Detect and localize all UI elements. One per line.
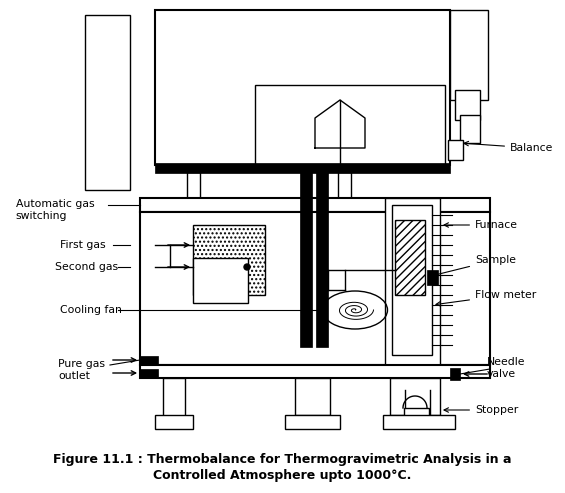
Text: Cooling fan: Cooling fan <box>60 305 122 315</box>
Bar <box>316 172 328 347</box>
Bar <box>285 415 340 429</box>
Text: Furnace: Furnace <box>444 220 518 230</box>
Bar <box>427 270 438 285</box>
Bar <box>450 10 488 100</box>
Text: Figure 11.1 : Thermobalance for Thermogravimetric Analysis in a: Figure 11.1 : Thermobalance for Thermogr… <box>53 454 512 466</box>
Bar <box>140 198 490 212</box>
Bar <box>140 365 490 378</box>
Text: Automatic gas
switching: Automatic gas switching <box>16 199 94 221</box>
Bar <box>155 415 193 429</box>
Bar <box>300 172 312 347</box>
Bar <box>385 198 440 365</box>
Bar <box>448 140 463 160</box>
Bar <box>163 378 185 418</box>
Bar <box>392 205 432 355</box>
Text: Controlled Atmosphere upto 1000°C.: Controlled Atmosphere upto 1000°C. <box>153 469 412 483</box>
Bar <box>187 172 200 200</box>
Bar <box>383 415 455 429</box>
Text: Balance: Balance <box>464 141 553 153</box>
Text: Second gas: Second gas <box>55 262 118 272</box>
Circle shape <box>244 264 250 270</box>
Bar <box>338 172 351 200</box>
Bar <box>450 368 460 380</box>
Bar <box>395 220 425 295</box>
Text: First gas: First gas <box>60 240 106 250</box>
Text: Stopper: Stopper <box>444 405 518 415</box>
Bar <box>140 212 490 365</box>
Bar <box>140 369 158 378</box>
Bar <box>390 378 440 415</box>
Bar <box>193 258 248 303</box>
Text: Needle
valve: Needle valve <box>487 357 525 379</box>
Bar <box>85 15 130 190</box>
Bar <box>155 163 450 173</box>
Bar <box>455 90 480 120</box>
Bar <box>193 225 265 295</box>
Bar <box>155 10 450 165</box>
Bar <box>140 356 158 365</box>
Text: Flow meter: Flow meter <box>436 290 536 306</box>
Text: Pure gas
outlet: Pure gas outlet <box>58 359 105 381</box>
Bar <box>255 85 445 165</box>
Bar <box>295 378 330 415</box>
Bar <box>460 115 480 143</box>
Bar <box>404 408 429 416</box>
Text: Sample: Sample <box>431 255 516 277</box>
